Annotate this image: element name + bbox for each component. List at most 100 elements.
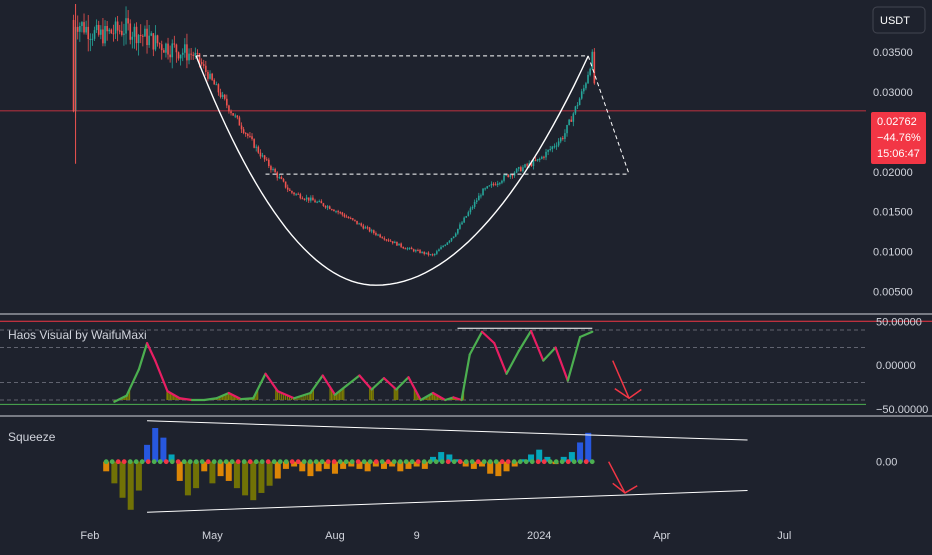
- candle-body: [368, 227, 371, 232]
- osc-line-segment: [333, 384, 349, 396]
- candle-body: [97, 24, 100, 35]
- candle-body: [163, 50, 165, 53]
- squeeze-dot: [271, 459, 277, 465]
- candle-body: [247, 133, 249, 136]
- candle-body: [469, 208, 472, 213]
- candle-body: [76, 26, 79, 32]
- candle-body: [448, 240, 451, 243]
- candle-body: [196, 52, 199, 54]
- candle-body: [318, 201, 321, 203]
- squeeze-bar: [479, 461, 486, 467]
- squeeze-dot: [277, 459, 283, 465]
- candle-body: [274, 169, 276, 173]
- squeeze-bar: [438, 452, 445, 462]
- candle-body: [146, 28, 148, 46]
- candle-body: [389, 240, 392, 242]
- squeeze-bar: [282, 461, 289, 469]
- squeeze-dot: [121, 459, 127, 465]
- candle-body: [412, 249, 415, 252]
- candle-body: [383, 238, 386, 240]
- squeeze-dot: [361, 459, 367, 465]
- candle-body: [496, 183, 499, 185]
- candle-body: [322, 203, 325, 206]
- candle-body: [181, 52, 184, 55]
- candle-body: [297, 193, 300, 195]
- squeeze-dot: [493, 459, 499, 465]
- candle-body: [142, 35, 144, 37]
- candle-body: [564, 133, 566, 139]
- price-pane[interactable]: [0, 3, 866, 286]
- candle-body: [394, 241, 396, 244]
- osc-line-segment: [346, 374, 361, 387]
- candle-body: [532, 160, 535, 167]
- squeeze-dot: [409, 459, 415, 465]
- candle-body: [391, 241, 394, 244]
- candle-body: [354, 219, 356, 221]
- candle-body: [524, 164, 526, 168]
- osc-line-segment: [215, 391, 230, 400]
- price-badge-price: 0.02762: [877, 116, 917, 128]
- squeeze-dot: [313, 459, 319, 465]
- candle-body: [427, 252, 430, 255]
- candle-body: [431, 254, 434, 256]
- candle-body: [81, 22, 83, 27]
- candle-body: [408, 247, 411, 249]
- price-axis[interactable]: 0.035000.030000.020000.015000.010000.005…: [873, 47, 928, 469]
- candle-body: [362, 225, 365, 229]
- candle-body: [562, 137, 564, 139]
- squeeze-pane[interactable]: [103, 420, 748, 513]
- squeeze-dot: [523, 459, 529, 465]
- candle-body: [87, 26, 90, 40]
- time-tick-label: 2024: [527, 530, 551, 542]
- squeeze-dot: [103, 459, 109, 465]
- candle-body: [114, 21, 117, 34]
- candle-body: [356, 220, 358, 224]
- squeeze-dot: [223, 459, 229, 465]
- candle-body: [494, 184, 497, 186]
- osc-line-segment: [468, 330, 484, 356]
- candle-body: [467, 212, 470, 217]
- candle-body: [249, 135, 251, 137]
- squeeze-dot: [457, 459, 463, 465]
- candle-body: [457, 228, 459, 234]
- candle-body: [459, 224, 461, 229]
- candle-body: [551, 146, 554, 149]
- squeeze-bar: [184, 461, 191, 496]
- candle-body: [104, 25, 106, 44]
- candle-body: [89, 38, 92, 40]
- squeeze-dot: [163, 459, 169, 465]
- oscillator-pane[interactable]: [0, 320, 932, 405]
- squeeze-bar: [536, 449, 543, 462]
- candle-body: [137, 35, 140, 44]
- currency-button[interactable]: [872, 6, 926, 34]
- squeeze-dot: [301, 459, 307, 465]
- candle-body: [337, 211, 339, 213]
- squeeze-dot: [169, 459, 175, 465]
- squeeze-dot: [547, 459, 553, 465]
- squeeze-bar: [176, 461, 183, 481]
- candle-body: [425, 252, 428, 254]
- time-axis[interactable]: Feb May Aug 9 2024 Apr Jul: [0, 313, 932, 542]
- squeeze-dot: [535, 459, 541, 465]
- squeeze-bar: [585, 432, 592, 462]
- candle-body: [79, 26, 81, 32]
- candle-body: [429, 254, 432, 256]
- overlay-labels: Haos Visual by WaifuMaxi Squeeze 0.02762…: [8, 6, 926, 444]
- candle-body: [123, 33, 125, 35]
- squeeze-bar: [528, 454, 535, 462]
- candle-body: [219, 92, 222, 98]
- squeeze-dot: [229, 459, 235, 465]
- squeeze-dot: [295, 459, 301, 465]
- candle-body: [461, 222, 463, 225]
- candle-body: [507, 174, 510, 178]
- candle-body: [232, 113, 234, 116]
- candle-body: [95, 24, 98, 31]
- price-tick-label: 0.03000: [873, 87, 913, 99]
- squeeze-dot: [583, 459, 589, 465]
- osc-line-segment: [529, 329, 545, 362]
- candle-body: [522, 167, 524, 172]
- squeeze-lower-trendline: [147, 490, 748, 513]
- candle-body: [169, 54, 171, 58]
